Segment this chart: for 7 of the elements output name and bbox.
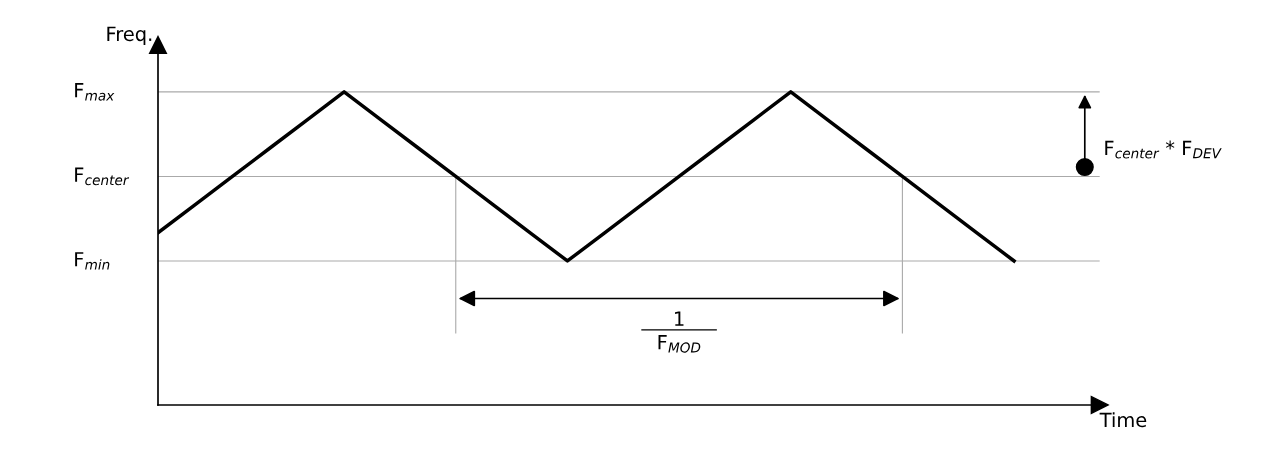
- x-axis-title: Time: [1099, 412, 1147, 428]
- ref-line-label: F$_{min}$: [75, 252, 110, 270]
- ref-line-label: F$_{max}$: [75, 83, 115, 101]
- ref-line-label: F$_{center}$: [75, 167, 130, 186]
- y-axis-title: Freq.: [107, 26, 152, 45]
- text: F$_{center}$ * F$_{DEV}$: [1105, 140, 1222, 159]
- annotation: 1 F$_{MOD}$: [658, 311, 701, 353]
